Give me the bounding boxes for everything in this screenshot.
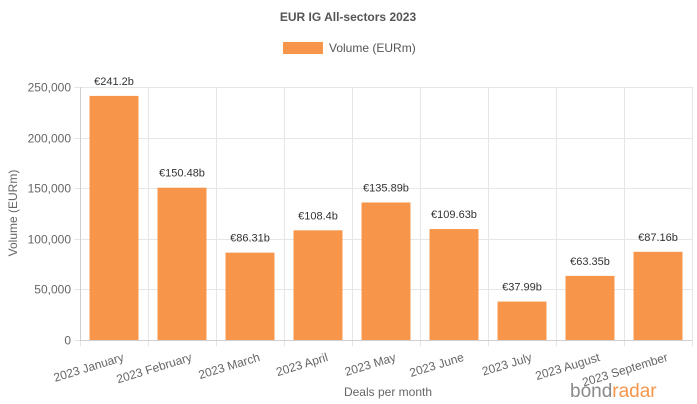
bar[interactable] (429, 229, 479, 340)
y-tick-label: 50,000 (34, 283, 71, 297)
logo-part-bond: bond (570, 381, 612, 402)
logo-part-radar: radar (612, 381, 657, 402)
x-tick-label: 2023 May (343, 350, 397, 379)
x-tick-label: 2023 April (274, 350, 329, 379)
x-tick-label: 2023 February (115, 350, 194, 386)
bar-data-label: €108.4b (298, 210, 338, 222)
svg-text:bondradar: bondradar (570, 381, 657, 402)
y-tick-label: 250,000 (28, 81, 72, 95)
bar[interactable] (293, 230, 343, 340)
bar[interactable] (89, 95, 139, 340)
bar[interactable] (565, 275, 615, 340)
legend-label: Volume (EURm) (329, 41, 416, 55)
y-axis-title: Volume (EURm) (6, 170, 20, 257)
bar[interactable] (157, 187, 207, 340)
bar[interactable] (225, 252, 275, 340)
bar-data-label: €241.2b (94, 76, 134, 88)
data-labels: €241.2b €150.48b €86.31b €108.4b €135.89b €10… (94, 76, 678, 294)
y-tick-label: 100,000 (28, 233, 72, 247)
y-tick-label: 150,000 (28, 182, 72, 196)
y-tick-label: 0 (64, 334, 71, 348)
bar-data-label: €86.31b (230, 233, 270, 245)
bar-data-label: €87.16b (638, 232, 678, 244)
bar-data-label: €135.89b (363, 182, 409, 194)
bar[interactable] (633, 251, 683, 340)
bar-data-label: €150.48b (159, 168, 205, 180)
x-tick-label: 2023 June (408, 350, 466, 380)
legend[interactable]: Volume (EURm) (283, 41, 416, 55)
y-axis: 0 50,000 100,000 150,000 200,000 250,000 (28, 81, 81, 348)
bondradar-logo: bondradar (570, 381, 657, 402)
x-tick-label: 2023 July (480, 350, 533, 378)
legend-swatch (283, 42, 323, 54)
y-tick-label: 200,000 (28, 132, 72, 146)
x-tick-label: 2023 January (52, 350, 126, 385)
bar-data-label: €37.99b (502, 282, 542, 294)
bars (89, 95, 683, 340)
bar-data-label: €63.35b (570, 256, 610, 268)
chart-title: EUR IG All-sectors 2023 (280, 10, 417, 24)
bar[interactable] (361, 202, 411, 340)
bar-data-label: €109.63b (431, 209, 477, 221)
bar[interactable] (497, 301, 547, 340)
x-axis-title: Deals per month (344, 385, 432, 399)
x-tick-label: 2023 March (197, 350, 262, 382)
